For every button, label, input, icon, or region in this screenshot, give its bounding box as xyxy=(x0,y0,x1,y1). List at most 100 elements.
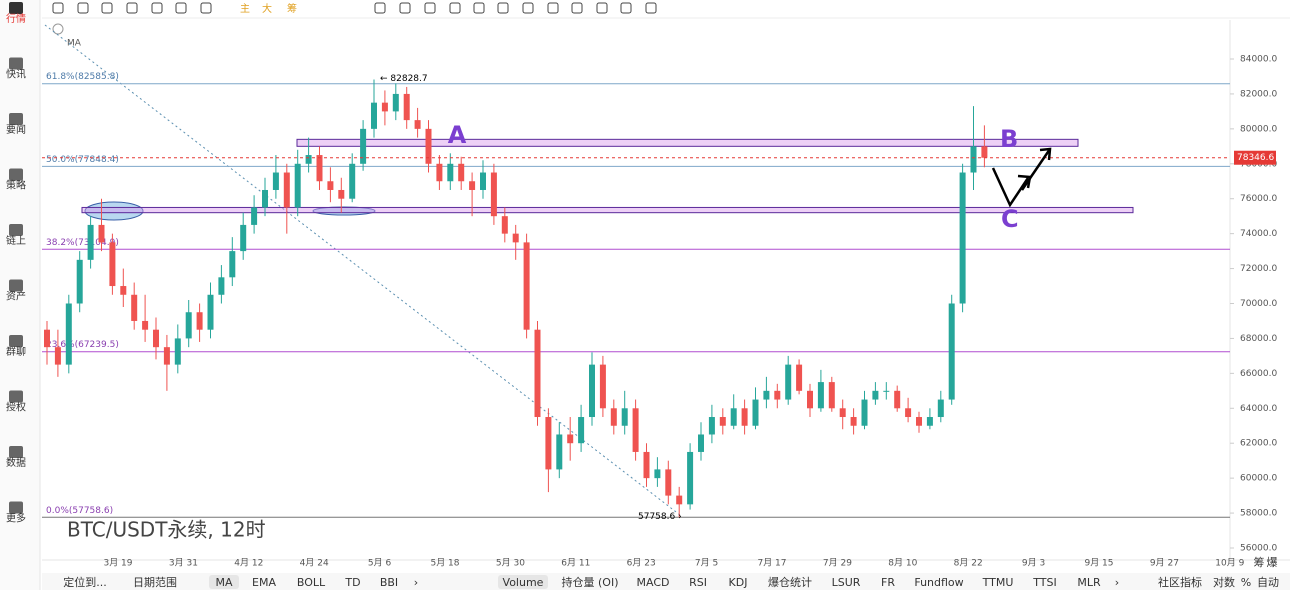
sidebar-label[interactable]: 更多 xyxy=(6,512,26,525)
bottom-bar-item[interactable]: MLR xyxy=(1077,576,1101,589)
last-price-label: 78346.6 xyxy=(1237,153,1274,163)
candle-body xyxy=(937,399,944,418)
x-tick-label: 6月 11 xyxy=(561,558,590,569)
candle-body xyxy=(610,408,617,426)
bottom-bar-item[interactable]: TTMU xyxy=(982,576,1014,589)
candle-body xyxy=(153,329,159,348)
toolbar-icon[interactable] xyxy=(77,2,89,14)
bottom-bar-item[interactable]: 持仓量 (OI) xyxy=(562,575,619,589)
sidebar-icon[interactable] xyxy=(9,501,23,514)
sidebar-label[interactable]: 数据 xyxy=(6,456,26,469)
bottom-bar-item[interactable]: 自动 xyxy=(1257,576,1279,589)
toolbar-icon[interactable] xyxy=(571,2,583,14)
x-tick-label: 10月 9 xyxy=(1215,558,1244,569)
bottom-bar-item[interactable]: KDJ xyxy=(729,576,748,589)
bottom-bar-item[interactable]: % xyxy=(1241,576,1251,589)
bottom-bar-item[interactable]: BOLL xyxy=(297,576,326,589)
collapse-button[interactable] xyxy=(52,23,64,35)
toolbar-icon[interactable] xyxy=(449,2,461,14)
candle-body xyxy=(512,233,519,243)
bottom-bar-item[interactable]: LSUR xyxy=(832,576,861,589)
bottom-bar-item[interactable]: 对数 xyxy=(1213,575,1235,589)
bottom-bar-item[interactable]: Fundflow xyxy=(914,576,963,589)
sidebar-icon[interactable] xyxy=(9,224,23,236)
toolbar-button[interactable]: 大 xyxy=(262,2,272,15)
sidebar-icon[interactable] xyxy=(9,335,23,347)
bottom-bar-item[interactable]: RSI xyxy=(689,576,707,589)
bottom-bar-item[interactable]: Volume xyxy=(503,576,544,589)
bottom-bar-item[interactable]: FR xyxy=(881,576,895,589)
axis-button[interactable]: 爆 xyxy=(1267,555,1278,569)
sidebar-label[interactable]: 授权 xyxy=(6,401,26,414)
sidebar-label[interactable]: 策略 xyxy=(6,179,26,192)
sidebar-label[interactable]: 行情 xyxy=(6,12,26,25)
candle-body xyxy=(436,163,443,182)
toolbar-button[interactable]: 筹 xyxy=(287,2,297,15)
candle-body xyxy=(785,364,792,400)
toolbar-icon[interactable] xyxy=(200,2,212,14)
bottom-bar-item[interactable]: › xyxy=(1115,576,1119,589)
sidebar-label[interactable]: 群聊 xyxy=(6,345,26,358)
toolbar-icon[interactable] xyxy=(547,2,559,14)
sidebar-icon[interactable] xyxy=(9,390,23,403)
sidebar xyxy=(0,0,40,590)
candle-body xyxy=(621,408,628,426)
sidebar-label[interactable]: 资产 xyxy=(6,290,26,303)
toolbar-icon[interactable] xyxy=(175,2,187,14)
sidebar-label[interactable]: 要闻 xyxy=(6,123,26,136)
toolbar-icon[interactable] xyxy=(52,2,64,14)
sidebar-icon[interactable] xyxy=(9,168,23,181)
sidebar-icon[interactable] xyxy=(9,279,23,292)
toolbar-icon[interactable] xyxy=(126,2,138,14)
bottom-bar-item[interactable]: 爆仓统计 xyxy=(768,575,812,589)
candle-body xyxy=(796,364,803,391)
bottom-bar-item[interactable]: MA xyxy=(215,576,232,589)
candle-body xyxy=(948,303,955,400)
sidebar-icon[interactable] xyxy=(9,57,23,70)
arrows xyxy=(991,147,1052,208)
candle-body xyxy=(828,382,835,409)
bottom-bar-item[interactable]: › xyxy=(414,576,418,589)
bottom-bar-item[interactable]: TTSI xyxy=(1032,576,1056,589)
candle-body xyxy=(196,312,203,330)
candle-body xyxy=(54,347,61,365)
bottom-bar-item[interactable]: 定位到... xyxy=(63,575,107,589)
y-tick-label: 76000.0 xyxy=(1240,194,1277,204)
candle-body xyxy=(545,417,552,470)
marker-label: C xyxy=(1001,205,1019,233)
axis-button[interactable]: 筹 xyxy=(1254,555,1265,569)
y-tick-label: 64000.0 xyxy=(1240,404,1277,414)
candle-body xyxy=(894,390,901,409)
bottom-bar-item[interactable]: EMA xyxy=(252,576,276,589)
candle-body xyxy=(523,242,530,330)
x-tick-label: 5月 30 xyxy=(496,558,525,569)
sidebar-icon[interactable] xyxy=(9,2,23,14)
bottom-bar-item[interactable]: BBI xyxy=(380,576,398,589)
toolbar-icon[interactable] xyxy=(399,2,411,14)
toolbar-icon[interactable] xyxy=(645,2,657,14)
toolbar-icon[interactable] xyxy=(374,2,386,14)
bottom-bar-item[interactable]: TD xyxy=(344,576,360,589)
toolbar-icon[interactable] xyxy=(473,2,485,14)
toolbar-icon[interactable] xyxy=(101,2,113,14)
toolbar-icon[interactable] xyxy=(596,2,608,14)
candle-body xyxy=(447,163,454,182)
bottom-bar-item[interactable]: 日期范围 xyxy=(133,575,177,589)
toolbar-icon[interactable] xyxy=(497,2,509,14)
sidebar-icon[interactable] xyxy=(9,113,23,125)
toolbar-icon[interactable] xyxy=(620,2,632,14)
candle-body xyxy=(283,172,290,208)
candle-body xyxy=(272,172,279,190)
toolbar-icon[interactable] xyxy=(424,2,436,14)
sidebar-label[interactable]: 快讯 xyxy=(6,69,26,81)
candle-body xyxy=(131,294,138,321)
x-tick-label: 9月 27 xyxy=(1150,558,1179,569)
bottom-bar-item[interactable]: MACD xyxy=(637,576,670,589)
toolbar-button[interactable]: 主 xyxy=(240,3,250,15)
bottom-bar-item[interactable]: 社区指标 xyxy=(1158,575,1202,589)
sidebar-label[interactable]: 链上 xyxy=(6,234,26,247)
toolbar-icon[interactable] xyxy=(151,2,163,14)
sidebar-icon[interactable] xyxy=(9,446,23,458)
toolbar-icon[interactable] xyxy=(522,2,534,14)
